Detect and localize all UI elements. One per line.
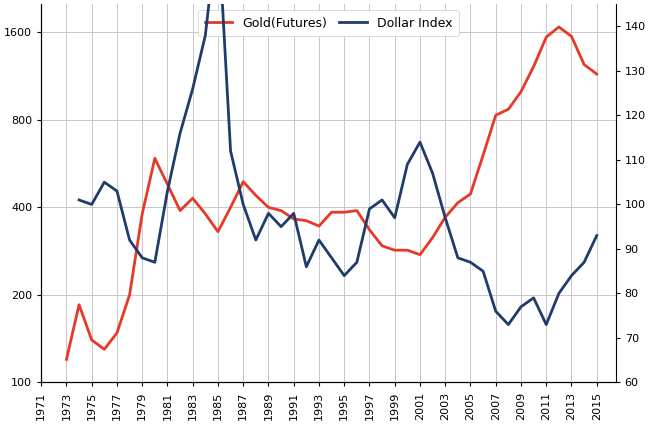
- Dollar Index: [479, 269, 487, 274]
- Gold(Futures): [277, 208, 285, 213]
- Dollar Index: [125, 237, 133, 243]
- Dollar Index: [454, 255, 462, 260]
- Gold(Futures): [113, 330, 121, 335]
- Dollar Index: [176, 131, 184, 136]
- Dollar Index: [365, 206, 373, 212]
- Dollar Index: [416, 139, 424, 145]
- Gold(Futures): [492, 113, 500, 118]
- Dollar Index: [504, 322, 512, 327]
- Gold(Futures): [479, 153, 487, 158]
- Dollar Index: [378, 198, 386, 203]
- Gold(Futures): [530, 64, 538, 69]
- Gold(Futures): [429, 235, 437, 240]
- Gold(Futures): [62, 357, 70, 362]
- Dollar Index: [151, 260, 159, 265]
- Dollar Index: [302, 264, 310, 269]
- Dollar Index: [164, 189, 172, 194]
- Dollar Index: [113, 189, 121, 194]
- Dollar Index: [75, 198, 83, 203]
- Dollar Index: [239, 202, 247, 207]
- Dollar Index: [138, 255, 146, 260]
- Dollar Index: [227, 148, 235, 153]
- Dollar Index: [441, 215, 449, 220]
- Gold(Futures): [353, 208, 361, 213]
- Gold(Futures): [239, 179, 247, 184]
- Dollar Index: [100, 180, 108, 185]
- Line: Dollar Index: Dollar Index: [79, 0, 597, 325]
- Gold(Futures): [328, 210, 335, 215]
- Gold(Futures): [88, 338, 96, 343]
- Gold(Futures): [151, 156, 159, 161]
- Gold(Futures): [504, 107, 512, 112]
- Gold(Futures): [315, 223, 323, 229]
- Gold(Futures): [567, 34, 575, 39]
- Dollar Index: [277, 224, 285, 229]
- Dollar Index: [265, 211, 272, 216]
- Dollar Index: [328, 255, 335, 260]
- Line: Gold(Futures): Gold(Futures): [66, 27, 597, 360]
- Gold(Futures): [265, 205, 272, 210]
- Dollar Index: [188, 86, 196, 91]
- Gold(Futures): [290, 216, 298, 221]
- Dollar Index: [315, 237, 323, 243]
- Gold(Futures): [404, 248, 411, 253]
- Gold(Futures): [454, 200, 462, 205]
- Dollar Index: [492, 309, 500, 314]
- Dollar Index: [580, 260, 588, 265]
- Gold(Futures): [138, 211, 146, 216]
- Gold(Futures): [214, 229, 222, 234]
- Gold(Futures): [125, 293, 133, 298]
- Gold(Futures): [252, 193, 260, 198]
- Legend: Gold(Futures), Dollar Index: Gold(Futures), Dollar Index: [198, 11, 459, 36]
- Dollar Index: [593, 233, 601, 238]
- Gold(Futures): [391, 248, 398, 253]
- Dollar Index: [555, 291, 563, 296]
- Dollar Index: [517, 304, 525, 310]
- Dollar Index: [353, 260, 361, 265]
- Gold(Futures): [365, 227, 373, 232]
- Gold(Futures): [188, 196, 196, 201]
- Dollar Index: [88, 202, 96, 207]
- Gold(Futures): [378, 243, 386, 248]
- Gold(Futures): [441, 215, 449, 220]
- Gold(Futures): [341, 210, 348, 215]
- Dollar Index: [567, 273, 575, 278]
- Gold(Futures): [302, 218, 310, 223]
- Dollar Index: [467, 260, 474, 265]
- Gold(Futures): [416, 252, 424, 257]
- Dollar Index: [429, 171, 437, 176]
- Gold(Futures): [100, 347, 108, 352]
- Gold(Futures): [202, 211, 209, 216]
- Dollar Index: [290, 211, 298, 216]
- Gold(Futures): [593, 72, 601, 77]
- Dollar Index: [404, 162, 411, 167]
- Gold(Futures): [467, 191, 474, 196]
- Dollar Index: [341, 273, 348, 278]
- Gold(Futures): [517, 89, 525, 94]
- Dollar Index: [391, 215, 398, 220]
- Gold(Futures): [176, 208, 184, 213]
- Dollar Index: [530, 296, 538, 301]
- Dollar Index: [542, 322, 550, 327]
- Gold(Futures): [555, 25, 563, 30]
- Gold(Futures): [75, 302, 83, 307]
- Gold(Futures): [580, 62, 588, 67]
- Dollar Index: [202, 33, 209, 38]
- Dollar Index: [252, 237, 260, 243]
- Gold(Futures): [542, 35, 550, 40]
- Gold(Futures): [164, 182, 172, 187]
- Gold(Futures): [227, 205, 235, 210]
